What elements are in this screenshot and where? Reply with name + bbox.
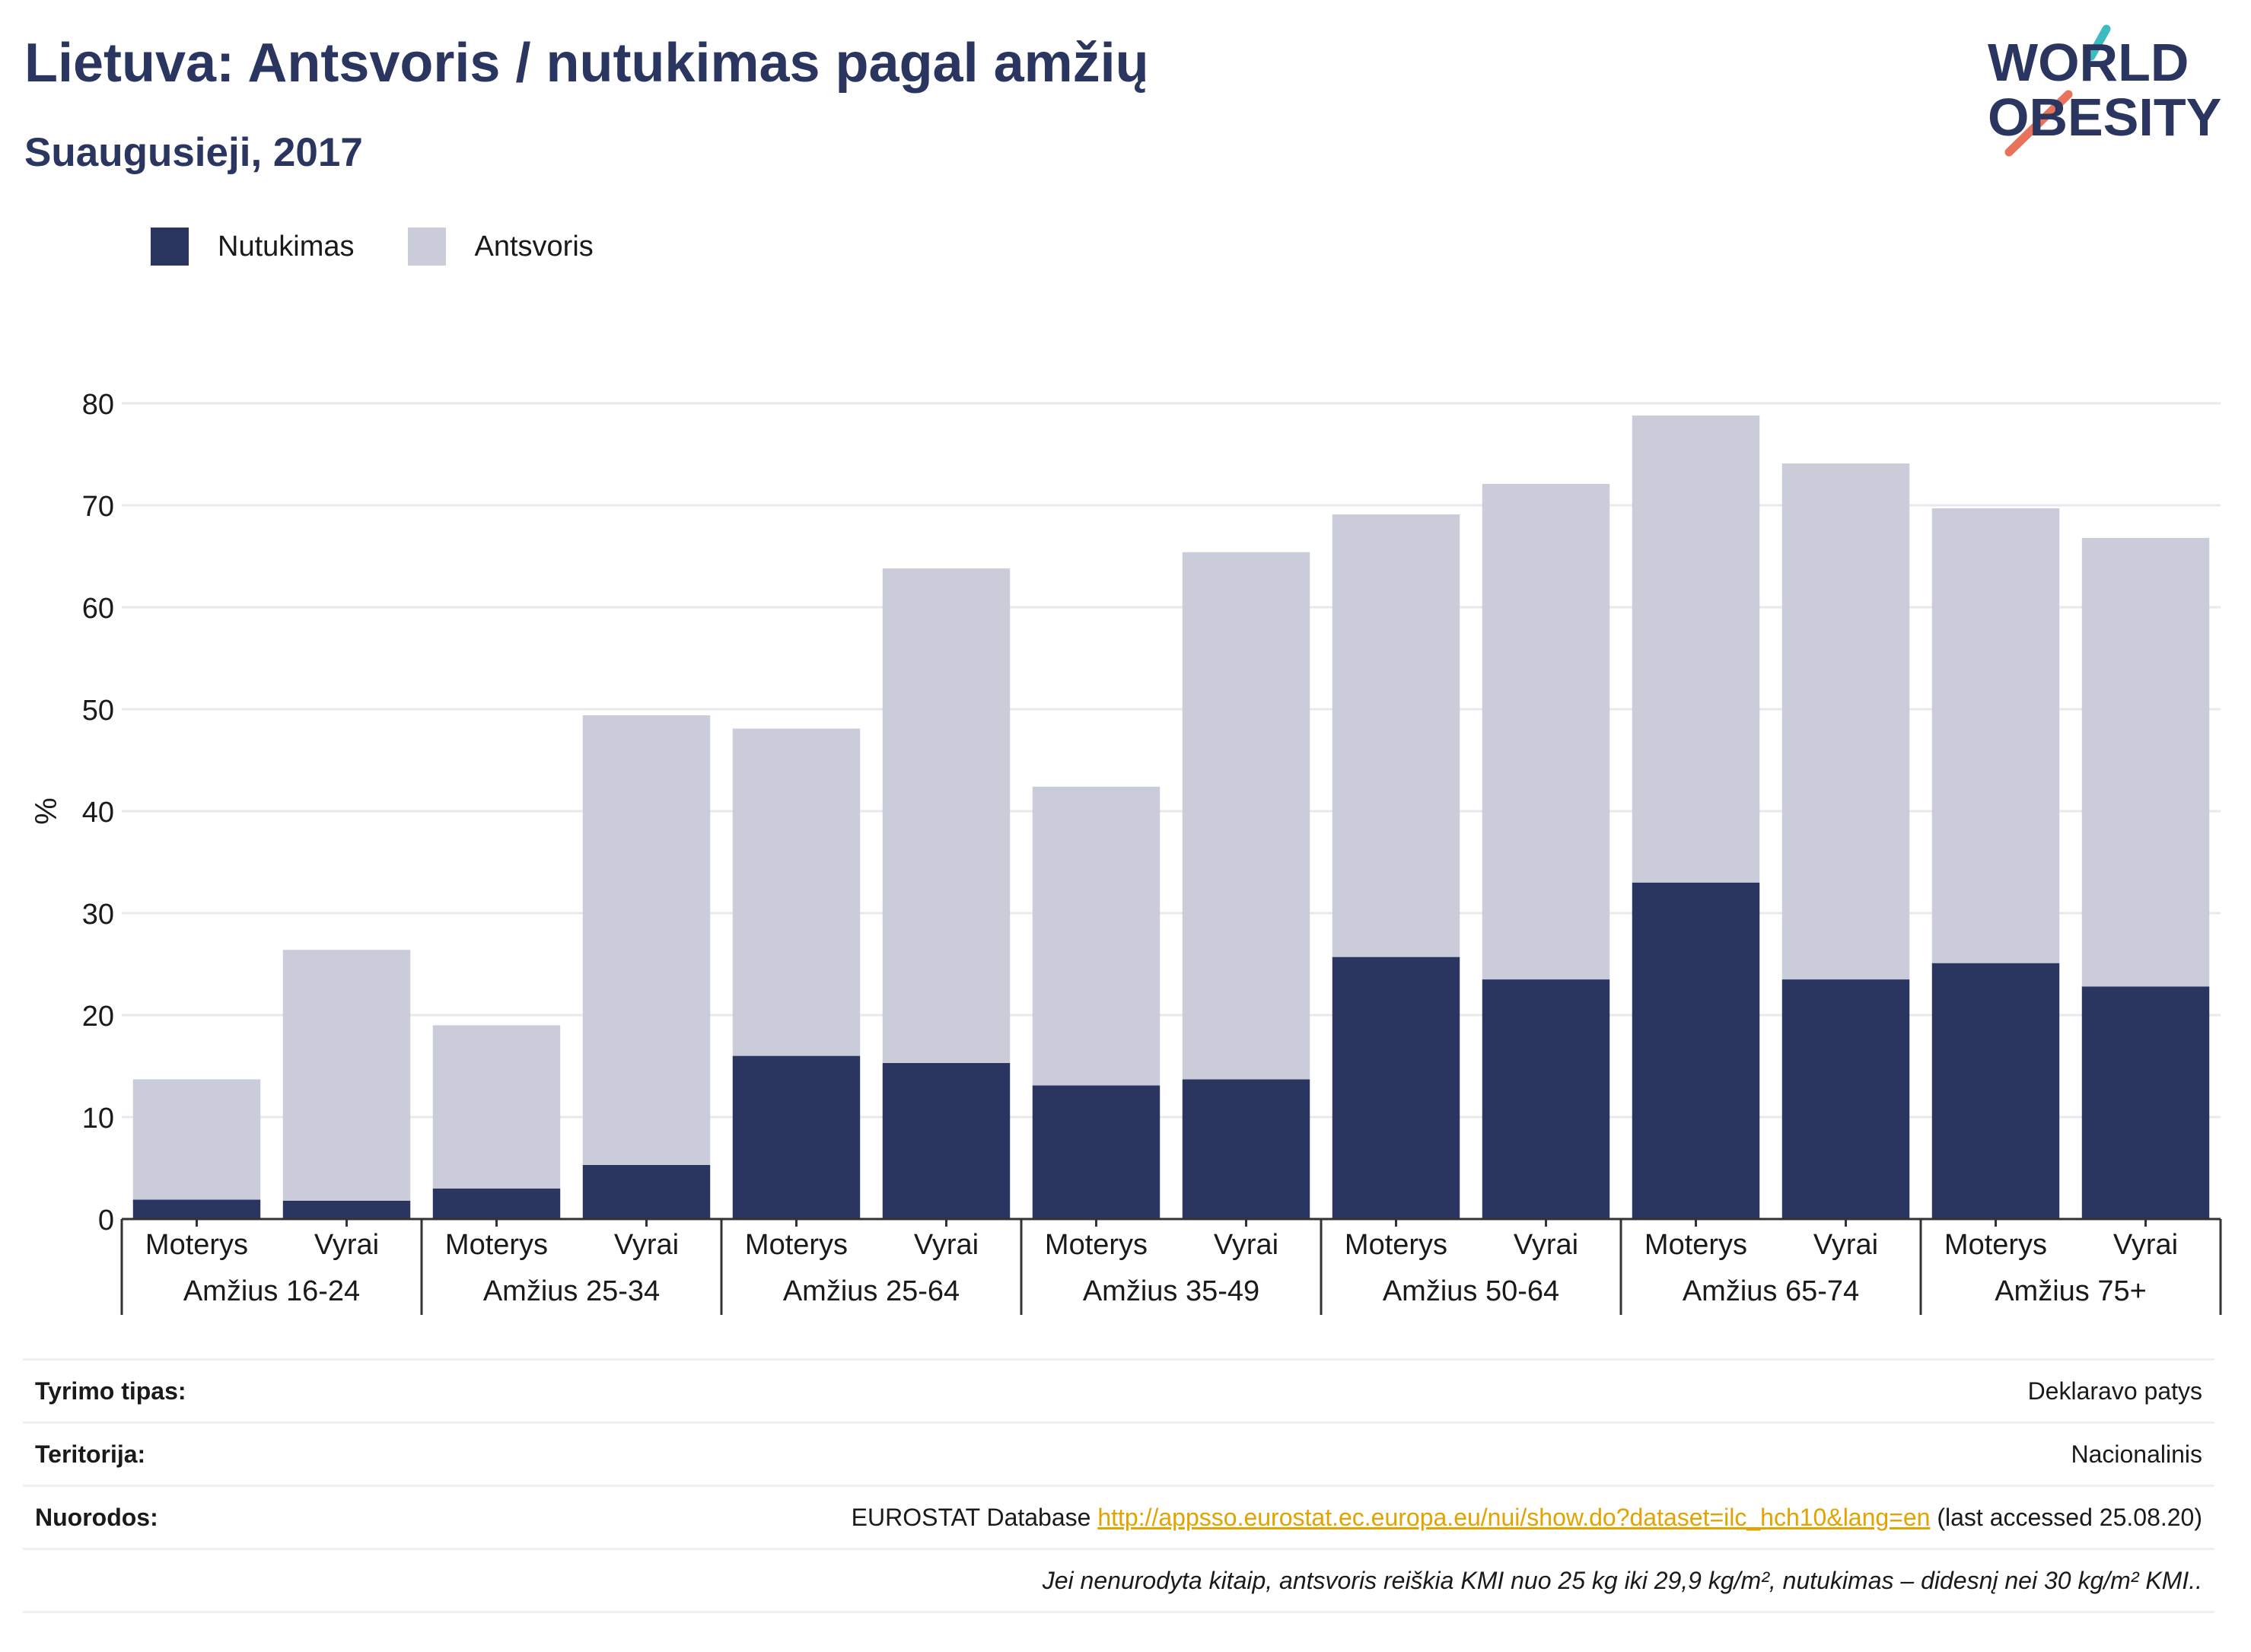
x-tick-label: Moterys xyxy=(1944,1229,2047,1261)
x-tick-label: Moterys xyxy=(1045,1229,1148,1261)
info-label-territory: Teritorija: xyxy=(35,1440,146,1468)
group-label: Amžius 16-24 xyxy=(183,1275,360,1307)
chart-title: Lietuva: Antsvoris / nutukimas pagal amž… xyxy=(24,33,1149,94)
bar-overweight[interactable] xyxy=(1632,415,1760,883)
bar-obesity[interactable] xyxy=(1332,957,1460,1219)
group-label: Amžius 65-74 xyxy=(1683,1275,1859,1307)
bar-overweight[interactable] xyxy=(132,1079,261,1200)
chart-subtitle: Suaugusieji, 2017 xyxy=(24,130,363,175)
x-tick-label: Moterys xyxy=(745,1229,848,1261)
bar-obesity[interactable] xyxy=(732,1055,861,1219)
logo-accent-teal xyxy=(2087,24,2111,61)
bar-chart: 0 10 20 30 40 50 60 70 80% Moterys Vyrai Moterys Vyr… xyxy=(30,389,2222,1315)
info-row-survey-type: Tyrimo tipas: Deklaravo patys xyxy=(23,1359,2214,1423)
x-tick-label: Vyrai xyxy=(1214,1229,1278,1261)
bar-obesity[interactable] xyxy=(132,1199,261,1219)
bar-overweight[interactable] xyxy=(882,568,1011,1063)
bar-overweight[interactable] xyxy=(282,950,411,1201)
reference-accessed: (last accessed 25.08.20) xyxy=(1930,1503,2202,1531)
bar-obesity[interactable] xyxy=(1781,979,1910,1219)
reference-link[interactable]: http://appsso.eurostat.ec.europa.eu/nui/… xyxy=(1097,1503,1931,1531)
legend-swatch-overweight xyxy=(407,228,446,266)
legend-label-obesity: Nutukimas xyxy=(218,230,355,263)
x-tick-label: Vyrai xyxy=(1514,1229,1578,1261)
y-tick-label: 10 xyxy=(82,1103,114,1135)
info-row-note: Jei nenurodyta kitaip, antsvoris reiškia… xyxy=(23,1549,2214,1612)
bar-obesity[interactable] xyxy=(1182,1079,1310,1219)
bar-overweight[interactable] xyxy=(1931,508,2060,963)
world-obesity-logo: WORLD OBESITY xyxy=(1988,24,2221,157)
group-label: Amžius 25-34 xyxy=(483,1275,660,1307)
group-label: Amžius 75+ xyxy=(1995,1275,2147,1307)
info-value-survey-type: Deklaravo patys xyxy=(2027,1377,2202,1405)
legend-swatch-obesity xyxy=(151,228,189,266)
x-tick-label: Vyrai xyxy=(2113,1229,2178,1261)
bar-obesity[interactable] xyxy=(1632,882,1760,1219)
bar-overweight[interactable] xyxy=(1781,463,1910,980)
x-tick-label: Moterys xyxy=(145,1229,248,1261)
x-tick-label: Vyrai xyxy=(1813,1229,1878,1261)
x-tick-label: Vyrai xyxy=(614,1229,679,1261)
reference-source: EUROSTAT Database xyxy=(851,1503,1098,1531)
bar-obesity[interactable] xyxy=(882,1062,1011,1219)
bar-overweight[interactable] xyxy=(432,1025,561,1189)
chart-legend: Nutukimas Antsvoris xyxy=(151,225,647,268)
bar-overweight[interactable] xyxy=(582,715,711,1165)
group-label: Amžius 35-49 xyxy=(1083,1275,1259,1307)
y-tick-label: 20 xyxy=(82,1001,114,1033)
legend-label-overweight: Antsvoris xyxy=(474,230,594,263)
logo-line1: WORLD xyxy=(1988,33,2189,92)
y-tick-label: 60 xyxy=(82,593,114,625)
info-row-references: Nuorodos: EUROSTAT Database http://appss… xyxy=(23,1485,2214,1549)
y-tick-label: 0 xyxy=(98,1205,114,1237)
bar-overweight[interactable] xyxy=(1482,483,1610,980)
y-tick-label: 30 xyxy=(82,899,114,931)
x-tick-label: Moterys xyxy=(1644,1229,1747,1261)
group-label: Amžius 50-64 xyxy=(1383,1275,1559,1307)
legend-item-overweight[interactable]: Antsvoris xyxy=(407,228,594,266)
bar-obesity[interactable] xyxy=(2081,986,2210,1219)
bar-obesity[interactable] xyxy=(1482,979,1610,1219)
bar-obesity[interactable] xyxy=(1931,963,2060,1219)
bar-overweight[interactable] xyxy=(1332,514,1460,957)
bar-obesity[interactable] xyxy=(582,1164,711,1219)
y-axis-label: % xyxy=(30,797,63,825)
logo-line2: OBESITY xyxy=(1988,88,2221,147)
bar-overweight[interactable] xyxy=(1032,786,1161,1086)
logo-accent-coral xyxy=(2004,90,2073,157)
bar-overweight[interactable] xyxy=(1182,552,1310,1080)
y-tick-label: 70 xyxy=(82,491,114,523)
legend-item-obesity[interactable]: Nutukimas xyxy=(151,228,355,266)
y-tick-label: 40 xyxy=(82,797,114,829)
definition-note: Jei nenurodyta kitaip, antsvoris reiškia… xyxy=(1042,1566,2202,1594)
x-tick-label: Vyrai xyxy=(314,1229,379,1261)
x-tick-label: Vyrai xyxy=(914,1229,979,1261)
y-tick-label: 80 xyxy=(82,389,114,421)
bar-obesity[interactable] xyxy=(282,1200,411,1219)
info-value-territory: Nacionalinis xyxy=(2071,1440,2202,1468)
info-label-survey-type: Tyrimo tipas: xyxy=(35,1377,186,1405)
bar-overweight[interactable] xyxy=(732,728,861,1056)
bar-obesity[interactable] xyxy=(432,1188,561,1219)
group-label: Amžius 25-64 xyxy=(783,1275,960,1307)
bar-obesity[interactable] xyxy=(1032,1085,1161,1219)
x-tick-label: Moterys xyxy=(445,1229,548,1261)
x-tick-label: Moterys xyxy=(1345,1229,1447,1261)
info-table: Tyrimo tipas: Deklaravo patys Teritorija… xyxy=(23,1358,2214,1613)
info-value-references: EUROSTAT Database http://appsso.eurostat… xyxy=(271,1486,2214,1549)
y-tick-label: 50 xyxy=(82,695,114,727)
info-label-references: Nuorodos: xyxy=(35,1503,158,1531)
bar-overweight[interactable] xyxy=(2081,537,2210,987)
info-row-territory: Teritorija: Nacionalinis xyxy=(23,1422,2214,1486)
